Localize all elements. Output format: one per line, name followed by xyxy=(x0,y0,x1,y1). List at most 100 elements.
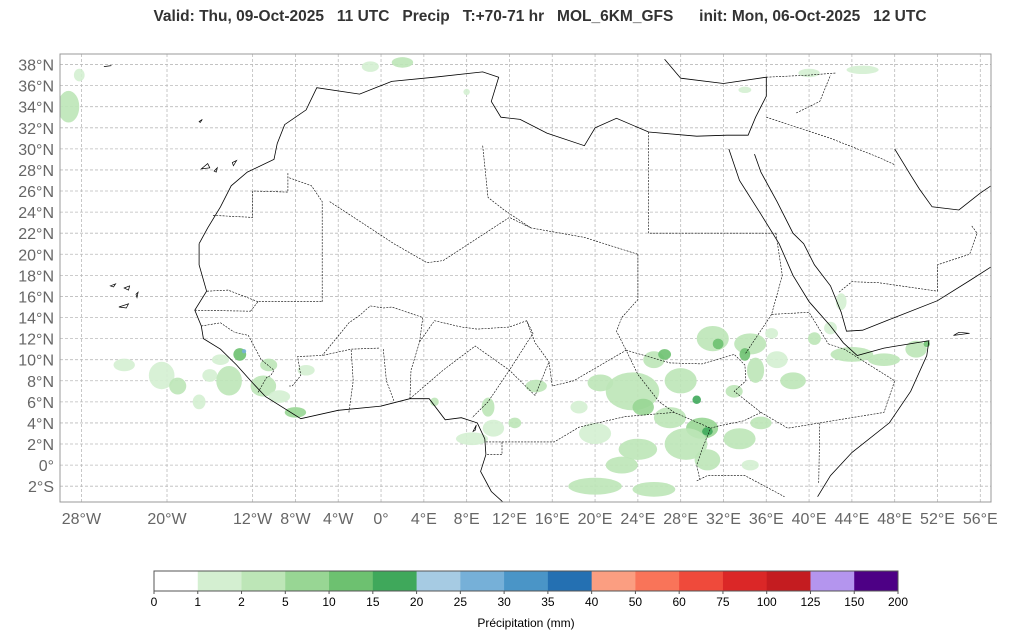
country-border xyxy=(766,116,895,165)
country-border xyxy=(626,349,762,413)
precip-cell xyxy=(835,293,847,311)
precip-cell xyxy=(361,61,379,72)
country-border xyxy=(234,332,275,393)
country-border xyxy=(696,412,762,480)
plot-frame xyxy=(59,53,992,503)
lat-tick-label: 18°N xyxy=(18,268,54,285)
lon-tick-label: 28°E xyxy=(663,511,698,528)
precip-cell xyxy=(525,379,547,393)
island xyxy=(472,424,477,433)
island xyxy=(123,285,131,291)
colorbar-swatch xyxy=(285,571,330,591)
colorbar-swatch xyxy=(416,571,461,591)
lon-tick-label: 44°E xyxy=(834,511,869,528)
colorbar-swatch xyxy=(679,571,724,591)
country-border xyxy=(250,301,323,312)
lat-tick-labels: 38°N 36°N 34°N 32°N 30°N 28°N 26°N 24°N 22°N 20°N… xyxy=(18,58,54,497)
precip-cell xyxy=(824,321,837,335)
country-border xyxy=(648,132,776,234)
lat-tick-label: 28°N xyxy=(18,163,54,180)
lat-tick-label: 38°N xyxy=(18,58,54,75)
precip-cell xyxy=(482,419,505,437)
precip-cell xyxy=(696,325,729,352)
island xyxy=(109,283,117,288)
colorbar-swatch xyxy=(504,571,549,591)
colorbar-frame xyxy=(153,570,899,592)
precip-cell xyxy=(570,400,588,414)
precip-cell xyxy=(297,364,315,376)
lat-tick-label: 22°N xyxy=(18,226,54,243)
precip-cell xyxy=(905,340,927,358)
colorbar-swatch xyxy=(854,571,899,591)
precip-cell xyxy=(780,372,806,390)
island xyxy=(213,166,218,173)
colorbar-swatch xyxy=(810,571,855,591)
country-borders xyxy=(194,72,978,497)
lat-tick-label: 14°N xyxy=(18,311,54,328)
precip-cell xyxy=(846,65,879,75)
colorbar-tick-label: 10 xyxy=(322,595,336,609)
precip-cell xyxy=(766,351,788,369)
country-border xyxy=(838,281,938,293)
colorbar-swatch xyxy=(197,571,243,591)
lon-tick-label: 8°E xyxy=(454,511,480,528)
precip-cell xyxy=(508,417,522,429)
precip-cell xyxy=(712,338,724,350)
country-border xyxy=(937,225,978,292)
lat-tick-label: 6°N xyxy=(27,395,54,412)
country-border xyxy=(744,233,783,355)
precip-cell xyxy=(260,358,278,372)
precip-cell xyxy=(268,390,291,403)
colorbar-tick-label: 2 xyxy=(238,595,245,609)
island xyxy=(103,65,112,67)
country-border xyxy=(382,348,395,401)
precip-cell xyxy=(741,459,759,471)
colorbar-tick-label: 25 xyxy=(454,595,468,609)
country-border xyxy=(206,289,259,302)
colorbar-tick-label: 125 xyxy=(800,595,820,609)
lat-tick-label: 4°N xyxy=(27,416,54,433)
country-border xyxy=(771,311,829,345)
precip-cell xyxy=(830,347,874,362)
lon-tick-label: 8°W xyxy=(280,511,311,528)
country-border xyxy=(696,475,785,497)
country-border xyxy=(419,320,550,362)
lon-tick-labels: 28°W 20°W 12°W 8°W 4°W 0° 4°E 8°E 12°E 16°E 20°E 24… xyxy=(62,511,998,528)
country-border xyxy=(409,341,420,399)
country-border xyxy=(760,412,821,484)
island xyxy=(135,291,139,299)
graticule xyxy=(60,54,991,502)
precip-cell xyxy=(463,88,470,96)
lat-tick-label: 12°N xyxy=(18,332,54,349)
colorbar-swatch xyxy=(591,571,636,591)
precip-cell xyxy=(653,407,687,429)
precip-cell xyxy=(694,449,721,471)
lat-tick-label: 32°N xyxy=(18,121,54,138)
lat-tick-label: 2°N xyxy=(27,437,54,454)
precip-cell xyxy=(216,366,242,396)
lon-tick-label: 56°E xyxy=(963,511,998,528)
precip-cell xyxy=(738,86,752,94)
lon-tick-label: 12°W xyxy=(233,511,273,528)
precip-cell xyxy=(618,438,658,460)
lon-tick-label: 4°E xyxy=(411,511,437,528)
colorbar-tick-label: 40 xyxy=(585,595,599,609)
colorbar-swatch xyxy=(766,571,811,591)
country-border xyxy=(409,345,550,399)
precip-cell xyxy=(430,397,439,407)
colorbar-tick-label: 35 xyxy=(541,595,555,609)
precip-cell xyxy=(169,377,187,395)
precip-cell xyxy=(723,428,756,450)
precip-cell xyxy=(60,90,80,123)
precip-cell xyxy=(211,354,230,365)
lon-tick-label: 20°E xyxy=(578,511,613,528)
lon-tick-label: 12°E xyxy=(492,511,527,528)
precip-cell xyxy=(192,394,206,410)
precip-cell xyxy=(747,357,765,383)
colorbar-tick-label: 30 xyxy=(497,595,511,609)
precip-cell xyxy=(455,432,489,446)
colorbar-tick-label: 1 xyxy=(194,595,201,609)
precip-cell xyxy=(664,428,708,460)
country-border xyxy=(201,322,235,333)
